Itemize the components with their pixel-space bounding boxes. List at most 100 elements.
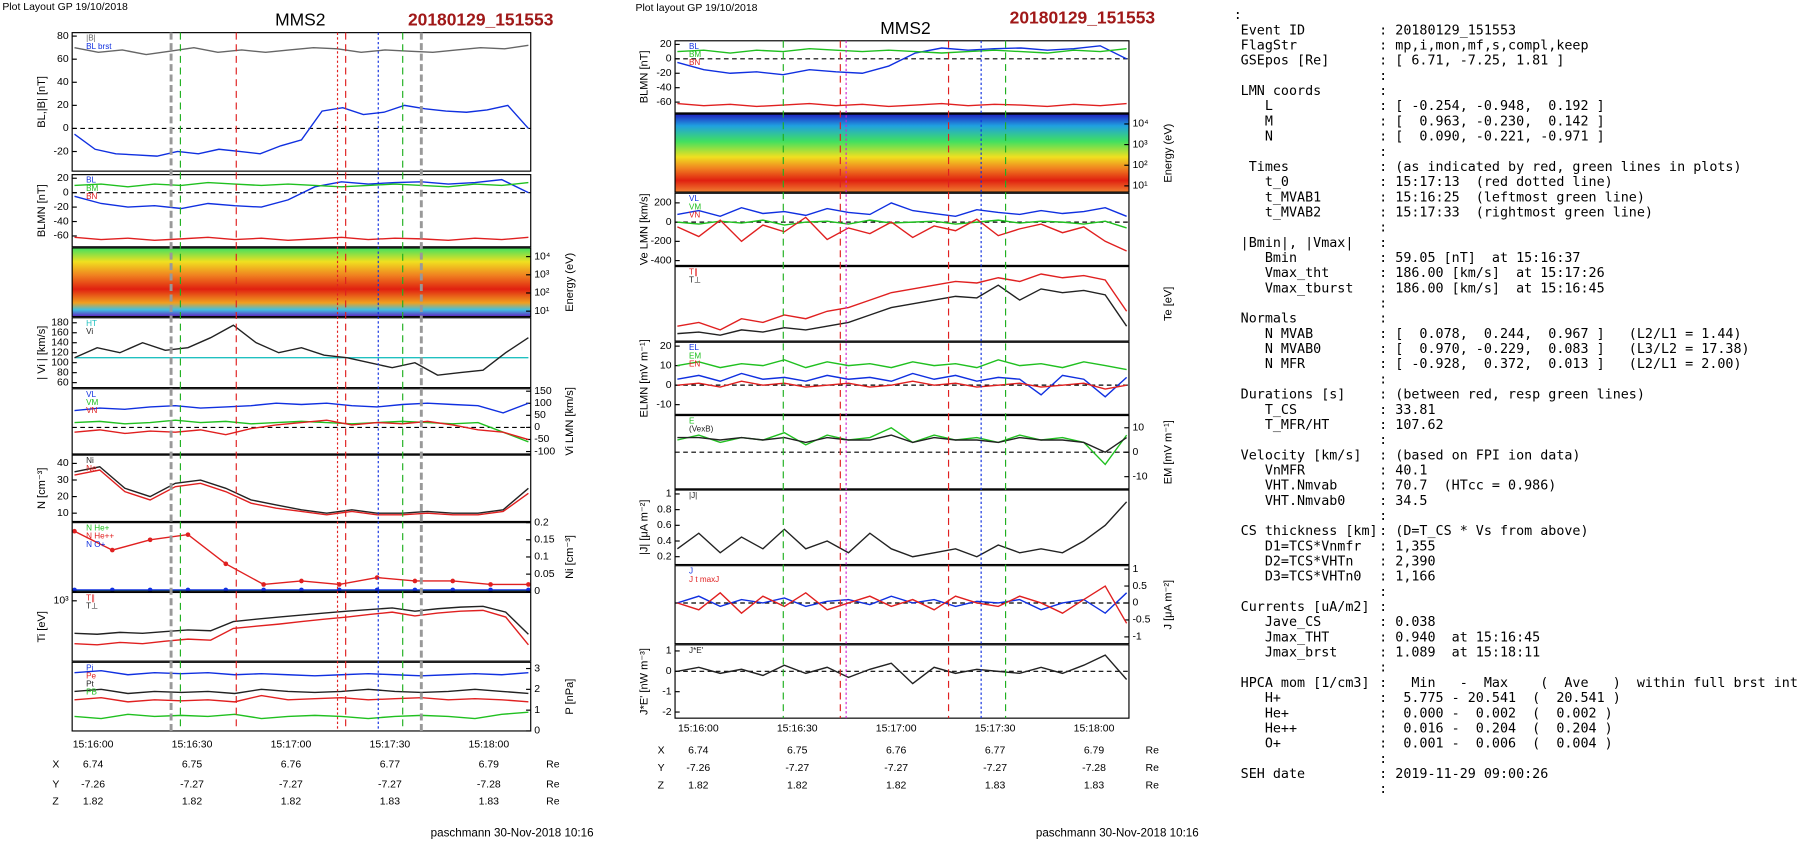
trace — [677, 45, 1127, 76]
y-tick-label: 10⁴ — [534, 251, 550, 262]
trace — [677, 654, 1128, 685]
x-tick-label: 15:16:30 — [777, 723, 818, 734]
panel-frame — [71, 661, 532, 732]
y-tick-label: 0 — [666, 380, 672, 391]
summary-value: : 40.1 — [1379, 463, 1427, 478]
y-tick-label: 40 — [57, 77, 69, 88]
y-tick-label: 2 — [534, 684, 540, 695]
trace — [74, 711, 529, 720]
summary-value: : — [1379, 433, 1387, 448]
legend-entry: VL — [86, 390, 96, 399]
y-tick-label: 160 — [51, 328, 69, 339]
y-tick-label: 100 — [51, 357, 69, 368]
y-tick-label: 0.2 — [534, 517, 549, 528]
legend-entry: Ni — [86, 456, 94, 465]
y-tick-label: 80 — [57, 31, 69, 42]
summary-value: : — [1379, 661, 1387, 676]
summary-value: : 15:17:33 (rightmost green line) — [1379, 205, 1653, 220]
ephemeris-value: 6.77 — [985, 746, 1006, 757]
trace — [677, 102, 1127, 108]
panel-frame — [674, 265, 1130, 342]
summary-label: Times — [1241, 160, 1289, 175]
y-tick-label: 0.6 — [657, 520, 672, 531]
y-tick-label: 0 — [666, 54, 672, 65]
y-tick-label: -20 — [656, 68, 671, 79]
summary-value: : 1,166 — [1379, 570, 1435, 585]
summary-label: O+ — [1241, 737, 1281, 752]
summary-label: CS thickness [km] — [1241, 524, 1378, 539]
panel-frame — [71, 247, 532, 318]
y-tick-label: 0 — [666, 217, 672, 228]
ephemeris-value: 1.82 — [83, 797, 104, 808]
y-tick-label: 0 — [63, 123, 69, 134]
panel-frame — [674, 489, 1130, 566]
summary-label: Durations [s] — [1241, 388, 1346, 403]
plot-title: Plot Layout GP 19/10/2018 — [2, 2, 128, 13]
y-tick-label: 80 — [57, 367, 69, 378]
y-tick-label: 120 — [51, 347, 69, 358]
summary-label: He+ — [1241, 706, 1289, 721]
summary-value: : — [1379, 600, 1387, 615]
trace — [74, 466, 529, 514]
y-tick-label: -20 — [54, 146, 69, 157]
legend-entry: Pt — [86, 680, 94, 689]
ephemeris-unit: Re — [546, 797, 560, 808]
legend-entry: N O+ — [86, 540, 105, 549]
x-tick-label: 15:16:00 — [73, 740, 114, 751]
legend-entry: VM — [689, 202, 701, 211]
y-tick-label: 30 — [57, 475, 69, 486]
y-axis-label: P [nPa] — [564, 679, 576, 715]
ephemeris-value: -7.27 — [378, 779, 402, 790]
summary-value: : 33.81 — [1379, 403, 1435, 418]
summary-value: : 15:16:25 (leftmost green line) — [1379, 190, 1645, 205]
y-tick-label: -50 — [534, 434, 549, 445]
y-axis-label: EM [mV m⁻¹] — [1162, 420, 1174, 484]
marker — [450, 578, 456, 584]
summary-label: H+ — [1241, 691, 1281, 706]
footer: paschmann 30-Nov-2018 10:16 — [1036, 826, 1199, 839]
marker — [185, 532, 191, 537]
y-tick-label: -1 — [662, 686, 671, 697]
y-tick-label: -1 — [1132, 632, 1141, 643]
ephemeris-value: -7.27 — [180, 779, 204, 790]
summary-label: Event ID — [1241, 23, 1305, 38]
y-tick-label: 3 — [534, 663, 540, 674]
trace — [677, 284, 1128, 336]
ephemeris-value: 6.75 — [182, 759, 203, 770]
summary-value: : — [1379, 236, 1387, 251]
trace — [677, 273, 1128, 331]
summary-label: LMN coords — [1241, 84, 1322, 99]
summary-value: : 186.00 [km/s] at 15:17:26 — [1379, 266, 1604, 281]
summary-value: : 70.7 (HTcc = 0.986) — [1379, 479, 1556, 494]
summary-label: D3=TCS*VHTn0 — [1241, 570, 1362, 585]
summary-value: : — [1379, 312, 1387, 327]
legend-entry: VL — [689, 194, 699, 203]
summary-value: : [ 0.078, 0.244, 0.967 ] (L2/L1 = 1.44) — [1379, 327, 1741, 342]
x-tick-label: 15:17:30 — [975, 723, 1016, 734]
y-tick-label: 180 — [51, 318, 69, 329]
legend-entry: T∥ — [86, 593, 95, 602]
summary-value: : 0.001 - 0.006 ( 0.004 ) — [1379, 737, 1613, 752]
y-tick-label: 0 — [534, 726, 540, 737]
summary-label: M — [1241, 114, 1273, 129]
summary-label: L — [1241, 99, 1273, 114]
legend-entry: |B| — [86, 34, 96, 43]
legend-entry: N He++ — [86, 532, 114, 541]
y-tick-label: 140 — [51, 337, 69, 348]
y-tick-label: 150 — [534, 386, 552, 397]
trace — [677, 592, 1128, 615]
summary-value: : — [1379, 509, 1387, 524]
summary-label: VHT.Nmvab — [1241, 479, 1338, 494]
ephemeris-label: Y — [658, 763, 665, 774]
instrument: MMS2 — [880, 18, 930, 38]
summary-label: Normals — [1241, 312, 1297, 327]
summary-value: : — [1379, 372, 1387, 387]
ephemeris-unit: Re — [546, 779, 560, 790]
legend-entry: BN — [86, 192, 97, 201]
y-axis-label: J [μA m⁻²] — [1162, 580, 1174, 630]
summary-label: Jmax_THT — [1241, 630, 1330, 645]
instrument: MMS2 — [275, 10, 325, 30]
trace — [74, 419, 529, 441]
ephemeris-value: 6.76 — [281, 759, 302, 770]
summary-label: VnMFR — [1241, 463, 1306, 478]
